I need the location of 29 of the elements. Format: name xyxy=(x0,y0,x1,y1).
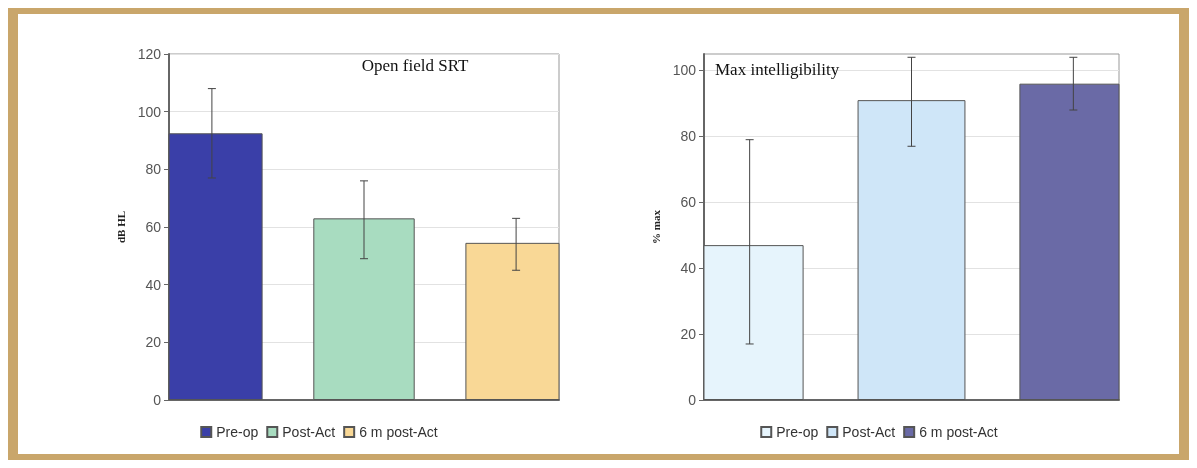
chart-title: Open field SRT xyxy=(361,56,469,75)
bar xyxy=(1018,83,1119,400)
bar xyxy=(464,242,559,400)
y-axis-title: dB HL xyxy=(114,210,127,244)
legend-label: Post-Act xyxy=(841,424,895,440)
y-tick-label: 60 xyxy=(679,194,696,211)
bar xyxy=(703,245,804,400)
y-axis-title: % max xyxy=(649,209,662,244)
bar xyxy=(857,100,965,400)
bar xyxy=(312,218,415,400)
y-tick-label: 100 xyxy=(137,103,161,120)
y-tick-label: 0 xyxy=(152,392,161,408)
y-tick-label: 0 xyxy=(687,392,696,408)
y-tick-label: 20 xyxy=(144,334,161,351)
legend-label: Pre-op xyxy=(775,424,818,440)
y-tick-label: 20 xyxy=(679,326,696,343)
y-tick-label: 80 xyxy=(144,161,161,178)
legend-label: 6 m post-Act xyxy=(918,424,998,440)
y-tick-label: 60 xyxy=(144,219,161,235)
y-tick-label: 80 xyxy=(679,128,696,145)
chart-title: Max intelligibility xyxy=(714,60,840,79)
bar xyxy=(168,133,263,400)
legend-label: Post-Act xyxy=(281,424,335,440)
y-tick-label: 40 xyxy=(679,260,696,277)
legend-label: Pre-op xyxy=(215,424,258,440)
legend-label: 6 m post-Act xyxy=(358,424,438,440)
y-tick-label: 40 xyxy=(144,276,161,293)
y-tick-label: 100 xyxy=(672,62,696,79)
y-tick-label: 120 xyxy=(137,46,161,62)
